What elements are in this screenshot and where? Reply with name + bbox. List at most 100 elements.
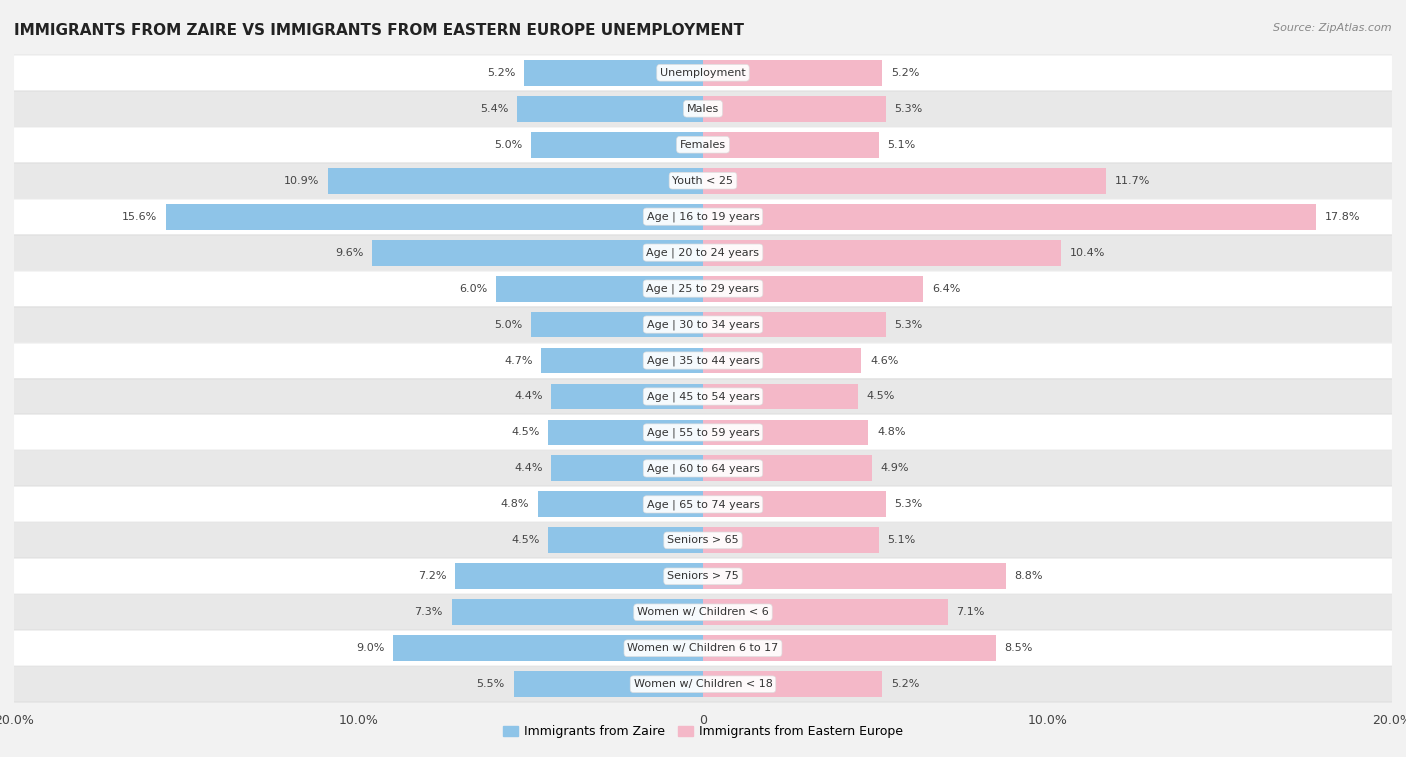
Bar	[703, 60, 882, 86]
FancyBboxPatch shape	[14, 450, 1392, 487]
Text: 9.0%: 9.0%	[356, 643, 384, 653]
FancyBboxPatch shape	[14, 126, 1392, 163]
Text: Males: Males	[688, 104, 718, 114]
Bar	[703, 528, 879, 553]
FancyBboxPatch shape	[14, 631, 1392, 666]
Text: 10.9%: 10.9%	[284, 176, 319, 185]
Bar	[392, 635, 703, 661]
Bar	[531, 312, 703, 338]
Text: Age | 60 to 64 years: Age | 60 to 64 years	[647, 463, 759, 474]
FancyBboxPatch shape	[14, 666, 1392, 702]
Text: 6.4%: 6.4%	[932, 284, 960, 294]
Bar	[456, 563, 703, 589]
Text: 10.4%: 10.4%	[1070, 248, 1105, 257]
Bar	[373, 240, 703, 266]
Text: 4.5%: 4.5%	[510, 535, 540, 545]
Text: Women w/ Children 6 to 17: Women w/ Children 6 to 17	[627, 643, 779, 653]
Text: 4.9%: 4.9%	[880, 463, 908, 473]
Text: Seniors > 75: Seniors > 75	[666, 572, 740, 581]
Text: Women w/ Children < 18: Women w/ Children < 18	[634, 679, 772, 689]
Text: 5.2%: 5.2%	[486, 68, 515, 78]
Text: Age | 25 to 29 years: Age | 25 to 29 years	[647, 283, 759, 294]
Text: Age | 65 to 74 years: Age | 65 to 74 years	[647, 499, 759, 509]
FancyBboxPatch shape	[14, 559, 1392, 594]
Bar	[551, 384, 703, 410]
Bar	[703, 600, 948, 625]
Bar	[166, 204, 703, 229]
Text: 5.0%: 5.0%	[494, 319, 522, 329]
FancyBboxPatch shape	[14, 270, 1392, 307]
Bar	[703, 347, 862, 373]
Bar	[703, 563, 1007, 589]
Text: Age | 16 to 19 years: Age | 16 to 19 years	[647, 211, 759, 222]
Text: 5.1%: 5.1%	[887, 535, 915, 545]
Text: 4.7%: 4.7%	[503, 356, 533, 366]
Text: Unemployment: Unemployment	[661, 68, 745, 78]
Bar	[541, 347, 703, 373]
Text: 5.4%: 5.4%	[479, 104, 509, 114]
Text: 5.5%: 5.5%	[477, 679, 505, 689]
Text: 8.5%: 8.5%	[1004, 643, 1033, 653]
Text: Source: ZipAtlas.com: Source: ZipAtlas.com	[1274, 23, 1392, 33]
Text: Age | 20 to 24 years: Age | 20 to 24 years	[647, 248, 759, 258]
Bar	[703, 240, 1062, 266]
Text: 7.2%: 7.2%	[418, 572, 446, 581]
FancyBboxPatch shape	[14, 91, 1392, 126]
FancyBboxPatch shape	[14, 594, 1392, 631]
Bar	[551, 456, 703, 481]
Text: 6.0%: 6.0%	[460, 284, 488, 294]
Bar	[703, 419, 869, 445]
FancyBboxPatch shape	[14, 522, 1392, 559]
FancyBboxPatch shape	[14, 342, 1392, 378]
Bar	[703, 635, 995, 661]
Text: 5.2%: 5.2%	[891, 679, 920, 689]
FancyBboxPatch shape	[14, 235, 1392, 270]
Text: Age | 35 to 44 years: Age | 35 to 44 years	[647, 355, 759, 366]
Text: Age | 45 to 54 years: Age | 45 to 54 years	[647, 391, 759, 402]
Bar	[703, 276, 924, 301]
Text: 4.6%: 4.6%	[870, 356, 898, 366]
Text: Seniors > 65: Seniors > 65	[668, 535, 738, 545]
Bar	[703, 384, 858, 410]
Text: 5.3%: 5.3%	[894, 104, 922, 114]
Bar	[548, 419, 703, 445]
Bar	[531, 132, 703, 157]
Bar	[513, 671, 703, 697]
Text: 7.1%: 7.1%	[956, 607, 984, 617]
Text: IMMIGRANTS FROM ZAIRE VS IMMIGRANTS FROM EASTERN EUROPE UNEMPLOYMENT: IMMIGRANTS FROM ZAIRE VS IMMIGRANTS FROM…	[14, 23, 744, 38]
Text: Females: Females	[681, 140, 725, 150]
Text: 4.8%: 4.8%	[877, 428, 905, 438]
Text: Age | 55 to 59 years: Age | 55 to 59 years	[647, 427, 759, 438]
Text: 9.6%: 9.6%	[335, 248, 364, 257]
Text: 5.0%: 5.0%	[494, 140, 522, 150]
Bar	[451, 600, 703, 625]
Text: 5.2%: 5.2%	[891, 68, 920, 78]
Text: 7.3%: 7.3%	[415, 607, 443, 617]
Bar	[703, 491, 886, 517]
Legend: Immigrants from Zaire, Immigrants from Eastern Europe: Immigrants from Zaire, Immigrants from E…	[498, 721, 908, 743]
Text: 8.8%: 8.8%	[1015, 572, 1043, 581]
Bar	[703, 312, 886, 338]
Bar	[517, 96, 703, 122]
Bar	[703, 671, 882, 697]
Text: 5.3%: 5.3%	[894, 500, 922, 509]
Bar	[703, 204, 1316, 229]
FancyBboxPatch shape	[14, 487, 1392, 522]
Text: 4.4%: 4.4%	[515, 391, 543, 401]
Text: 17.8%: 17.8%	[1324, 212, 1360, 222]
Bar	[703, 96, 886, 122]
Bar	[703, 456, 872, 481]
FancyBboxPatch shape	[14, 415, 1392, 450]
Bar	[548, 528, 703, 553]
Text: 15.6%: 15.6%	[122, 212, 157, 222]
Bar	[703, 168, 1107, 194]
Text: 4.5%: 4.5%	[510, 428, 540, 438]
Text: 4.5%: 4.5%	[866, 391, 896, 401]
Text: 4.8%: 4.8%	[501, 500, 529, 509]
Bar	[496, 276, 703, 301]
FancyBboxPatch shape	[14, 55, 1392, 91]
Bar	[537, 491, 703, 517]
FancyBboxPatch shape	[14, 163, 1392, 198]
Text: 11.7%: 11.7%	[1115, 176, 1150, 185]
FancyBboxPatch shape	[14, 198, 1392, 235]
